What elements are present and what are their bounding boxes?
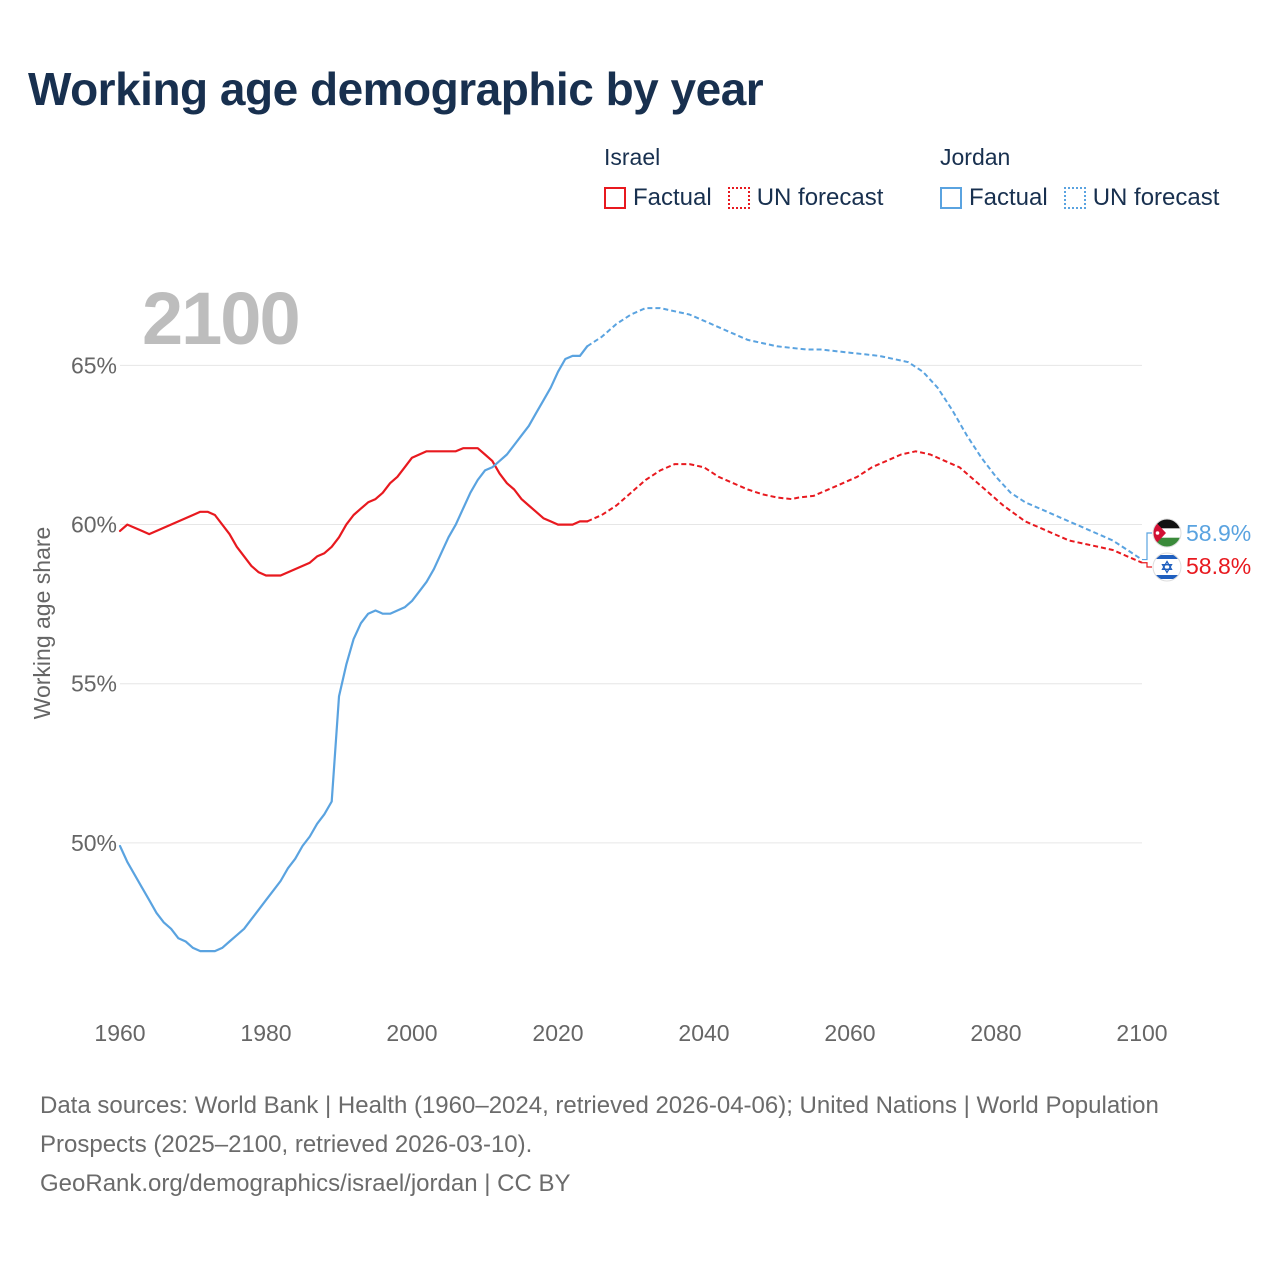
legend-item-israel-factual[interactable]: Factual xyxy=(604,184,712,212)
legend-label: Factual xyxy=(633,184,712,211)
attribution-link[interactable]: GeoRank.org/demographics/israel/jordan |… xyxy=(40,1170,571,1197)
x-tick-label: 2060 xyxy=(824,1020,875,1046)
chart-title: Working age demographic by year xyxy=(28,63,764,115)
y-tick-label: 55% xyxy=(71,671,117,697)
legend-label: Factual xyxy=(969,184,1048,211)
series-line-jordan-factual xyxy=(118,345,589,953)
series-line-jordan-forecast xyxy=(586,307,1143,561)
end-labels: 58.9% 58.8% xyxy=(1142,518,1251,582)
y-tick-label: 50% xyxy=(71,830,117,856)
gridlines xyxy=(120,364,1142,844)
legend-group-israel: Israel Factual UN forecast xyxy=(604,144,899,212)
line-chart: 2100 50% 55% 60% 65% 1960 1980 2000 2020 2040 20… xyxy=(29,277,1251,1046)
x-tick-label: 2020 xyxy=(532,1020,583,1046)
jordan-flag-icon xyxy=(1152,518,1182,548)
data-sources-text: Data sources: World Bank | Health (1960–… xyxy=(40,1092,1159,1158)
legend-label: UN forecast xyxy=(756,184,884,211)
y-axis-label: Working age share xyxy=(29,527,55,720)
y-axis-ticks: 50% 55% 60% 65% xyxy=(71,352,117,855)
legend-group-name: Jordan xyxy=(940,144,1011,170)
x-tick-label: 2080 xyxy=(970,1020,1021,1046)
x-tick-label: 2000 xyxy=(386,1020,437,1046)
legend-swatch-solid xyxy=(604,187,626,209)
x-tick-label: 1980 xyxy=(240,1020,291,1046)
series-line-israel-factual xyxy=(118,447,589,577)
footer: Data sources: World Bank | Health (1960–… xyxy=(40,1086,1220,1203)
connector-jordan xyxy=(1142,532,1152,561)
x-tick-label: 2040 xyxy=(678,1020,729,1046)
x-axis-ticks: 1960 1980 2000 2020 2040 2060 2080 2100 xyxy=(94,1020,1167,1046)
connector-israel xyxy=(1142,562,1152,568)
end-label-israel: 58.8% xyxy=(1186,553,1251,579)
year-watermark: 2100 xyxy=(142,277,299,360)
y-tick-label: 65% xyxy=(71,352,117,378)
legend-swatch-dotted xyxy=(727,187,750,209)
legend-group-name: Israel xyxy=(604,144,661,170)
legend-item-jordan-forecast[interactable]: UN forecast xyxy=(1063,184,1220,212)
x-tick-label: 2100 xyxy=(1116,1020,1167,1046)
series-line-israel-forecast xyxy=(586,450,1143,564)
legend-item-israel-forecast[interactable]: UN forecast xyxy=(727,184,884,212)
end-label-jordan: 58.9% xyxy=(1186,520,1251,546)
series-lines xyxy=(118,307,1143,953)
y-tick-label: 60% xyxy=(71,512,117,538)
israel-flag-icon xyxy=(1152,552,1182,582)
legend-label: UN forecast xyxy=(1092,184,1220,211)
legend-item-jordan-factual[interactable]: Factual xyxy=(940,184,1048,212)
legend-group-jordan: Jordan Factual UN forecast xyxy=(940,144,1219,212)
x-tick-label: 1960 xyxy=(94,1020,145,1046)
legend-swatch-dotted xyxy=(1063,187,1086,209)
legend-swatch-solid xyxy=(940,187,962,209)
